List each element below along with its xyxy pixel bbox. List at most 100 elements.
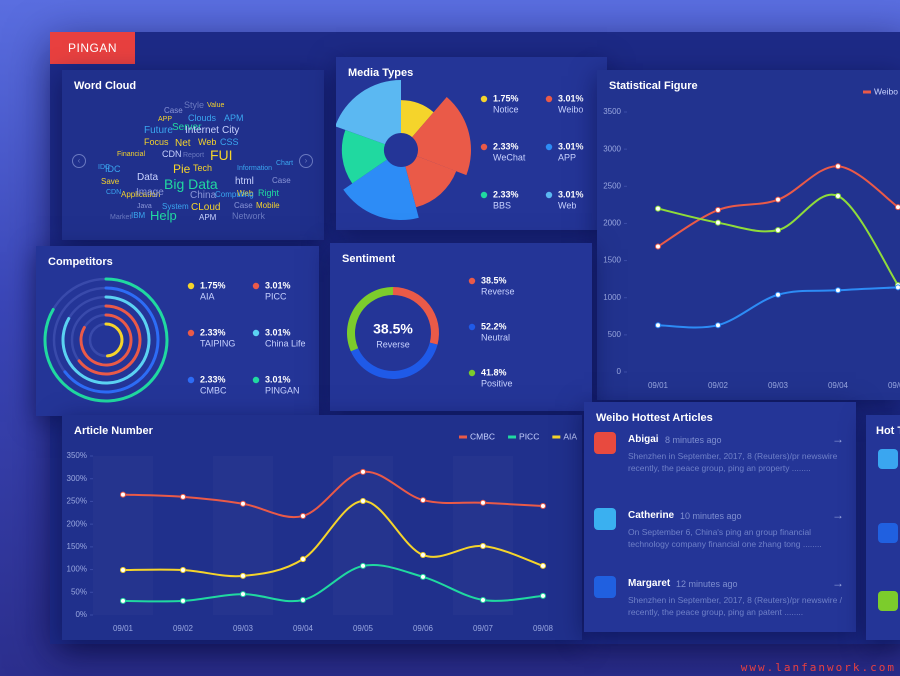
data-point	[120, 491, 126, 498]
data-point	[775, 196, 781, 203]
post-time: 10 minutes ago	[680, 511, 742, 521]
word: Chart	[276, 160, 294, 167]
chart: 0% 50% 100% 150% 200% 250% 300% 350% 09/01 09/02 0…	[67, 431, 578, 633]
rose-segment	[343, 159, 419, 220]
legend-swatch	[863, 90, 871, 94]
word: Internet	[185, 125, 219, 136]
open-arrow[interactable]: →	[832, 508, 844, 522]
competitors-panel: 1.75% AIA 3.01% PICC 2.33% TAIPING 3.01% China …	[36, 246, 319, 416]
brand[interactable]: PINGAN	[50, 32, 135, 64]
author-name: Abigai	[628, 434, 659, 445]
rose-segment	[405, 156, 457, 208]
legend-label: Weibo	[558, 104, 583, 114]
post-text: On September 6, China's ping an group fi…	[628, 527, 822, 549]
prev-button[interactable]: ‹	[72, 154, 86, 168]
legend-label: PICC	[265, 291, 287, 301]
legend-label: Web	[558, 200, 576, 210]
chart: 1.75%Notice3.01%Weibo2.33%WeChat3.01%APP…	[336, 80, 584, 220]
y-tick-label: 100%	[67, 565, 87, 574]
legend-label: Weibo	[874, 86, 898, 96]
word: China	[190, 190, 217, 201]
legend-label: AIA	[200, 291, 215, 301]
next-button[interactable]: ›	[299, 154, 313, 168]
legend-value: 1.75%	[200, 280, 226, 290]
data-point	[715, 207, 721, 214]
y-tick-label: 2500	[603, 181, 621, 190]
legend-swatch	[252, 282, 260, 290]
article-item[interactable]: Abigai 8 minutes ago Shenzhen in September…	[594, 432, 844, 494]
panel-title: Weibo Hottest Articles	[596, 412, 713, 424]
legend-swatch	[468, 277, 476, 285]
column-stripe	[333, 456, 393, 615]
word: Style	[184, 100, 205, 110]
data-point	[180, 567, 186, 574]
avatar	[594, 576, 616, 598]
x-tick-label: 09/01	[113, 624, 134, 633]
legend-label: CMBC	[470, 431, 495, 441]
avatar	[594, 432, 616, 454]
data-point	[180, 493, 186, 500]
article-item[interactable]: Catherine 10 minutes ago On September 6, C…	[594, 508, 844, 570]
y-tick-label: 150%	[67, 542, 87, 551]
article-item[interactable]: Margaret 12 minutes ago Shenzhen in Septem…	[594, 576, 844, 632]
donut-segment	[347, 287, 393, 352]
panel-title: Sentiment	[342, 253, 396, 265]
word: Data	[137, 172, 159, 183]
legend-value: 2.33%	[493, 141, 519, 151]
legend-swatch	[187, 376, 195, 384]
panel-title: Hot T	[876, 425, 900, 437]
series-line	[122, 499, 544, 578]
x-tick-label: 09/03	[768, 381, 789, 390]
word: Server	[172, 122, 202, 133]
legend-value: 3.01%	[265, 280, 291, 290]
chart: 38.5%Reverse38.5%Reverse52.2%Neutral41.8…	[347, 275, 515, 388]
word-cloud-panel: Word Cloud ‹ › Case Style Value APP Clouds AP…	[62, 70, 324, 240]
x-tick-label: 09/08	[533, 624, 554, 633]
word: Help	[150, 208, 177, 223]
word: Web	[198, 137, 217, 147]
donut-segment	[350, 342, 438, 379]
data-point	[835, 192, 841, 199]
data-point	[540, 502, 546, 509]
legend-value: 2.33%	[200, 327, 226, 337]
x-tick-label: 09/07	[473, 624, 494, 633]
legend-value: 3.01%	[558, 141, 584, 151]
data-point	[540, 592, 546, 599]
word: Tech	[193, 163, 213, 173]
data-point	[775, 291, 781, 298]
data-point	[240, 572, 246, 579]
series-line	[122, 564, 544, 603]
avatar	[594, 508, 616, 530]
post-time: 12 minutes ago	[676, 579, 738, 589]
legend-swatch	[545, 95, 553, 103]
article-panel: 0% 50% 100% 150% 200% 250% 300% 350% 09/01 09/02 0…	[62, 415, 582, 640]
open-arrow[interactable]: →	[832, 432, 844, 446]
statistical-panel: 0 500 1000 1500 2000 2500 3000 3500 09/01 09/02 09…	[597, 70, 900, 400]
word: Market	[110, 214, 132, 221]
weibo-panel: Weibo Hottest Articles Abigai 8 minutes a…	[584, 402, 856, 632]
x-tick-label: 09/02	[708, 381, 729, 390]
legend-label: PINGAN	[265, 385, 300, 395]
legend-swatch	[480, 143, 488, 151]
ring-bar	[43, 277, 169, 403]
icon	[878, 449, 898, 469]
word: IBM	[131, 211, 146, 220]
author-name: Catherine	[628, 510, 675, 521]
data-point	[300, 556, 306, 563]
legend-value: 3.01%	[265, 327, 291, 337]
data-point	[300, 512, 306, 519]
word: System	[162, 202, 189, 211]
legend-swatch	[480, 95, 488, 103]
word: Clouds	[188, 113, 217, 123]
watermark: www.lanfanwork.com	[740, 661, 896, 674]
icon	[878, 591, 898, 611]
data-point	[655, 243, 661, 250]
post-text: Shenzhen in September, 2017, 8 (Reuters)…	[628, 595, 843, 617]
word: FUI	[210, 147, 233, 163]
word: Web	[237, 189, 254, 198]
rose-segment	[336, 80, 401, 145]
legend-swatch	[480, 191, 488, 199]
ring-bar	[63, 286, 160, 394]
open-arrow[interactable]: →	[832, 576, 844, 590]
x-tick-label: 09/05	[353, 624, 374, 633]
